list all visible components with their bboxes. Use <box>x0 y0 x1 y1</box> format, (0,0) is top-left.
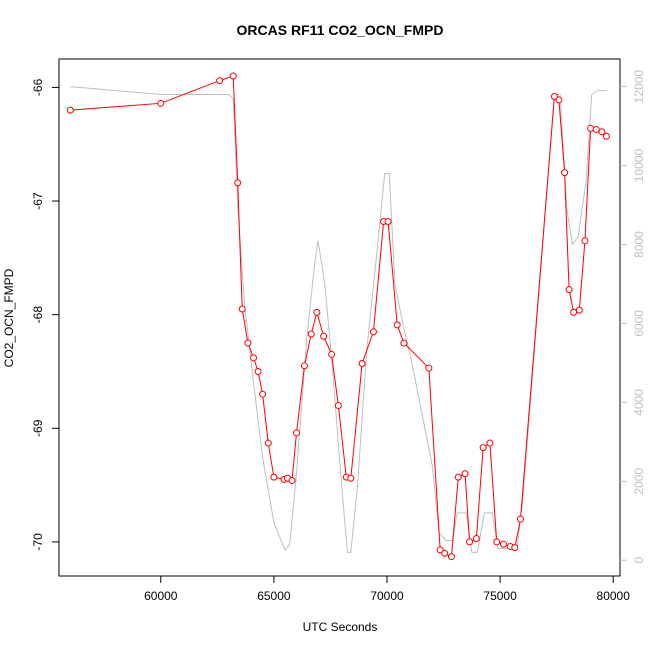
red-data-point <box>587 124 595 132</box>
x-tick-label: 75000 <box>483 589 517 603</box>
red-data-point <box>288 477 296 485</box>
red-data-point <box>581 237 589 245</box>
red-data-point <box>602 132 610 140</box>
plot-frame <box>58 58 621 577</box>
red-data-point <box>598 128 606 136</box>
red-data-point <box>493 538 501 546</box>
red-data-point <box>313 308 321 316</box>
red-data-point <box>250 354 258 362</box>
y2-tick-label: 12000 <box>632 70 646 104</box>
series-red-line <box>66 72 610 561</box>
red-series-path <box>70 75 607 558</box>
red-data-point <box>254 367 262 375</box>
red-data-point <box>259 390 267 398</box>
gray-series-path <box>70 86 607 553</box>
red-data-point <box>369 328 377 336</box>
red-data-point <box>472 535 480 543</box>
red-data-point <box>575 306 583 314</box>
y2-tick-label: 4000 <box>632 389 646 416</box>
red-data-point <box>393 321 401 329</box>
chart-title: ORCAS RF11 CO2_OCN_FMPD <box>237 22 444 38</box>
red-data-point <box>328 350 336 358</box>
red-data-point <box>293 429 301 437</box>
red-data-point <box>270 473 278 481</box>
red-data-point <box>358 360 366 368</box>
red-data-point <box>347 474 355 482</box>
red-data-point <box>425 364 433 372</box>
axes-ticks: 60000 65000 70000 75000 80000-66-67-68-69-70… <box>31 70 646 603</box>
red-data-point <box>561 169 569 177</box>
y-tick-label: -68 <box>31 306 45 324</box>
red-data-point <box>500 540 508 548</box>
red-data-point <box>264 439 272 447</box>
y2-tick-label: 6000 <box>632 310 646 337</box>
x-tick-label: 65000 <box>257 589 291 603</box>
y2-tick-label: 8000 <box>632 231 646 258</box>
red-data-point <box>436 546 444 554</box>
red-data-point <box>516 515 524 523</box>
red-data-point <box>384 217 392 225</box>
y-tick-label: -67 <box>31 192 45 210</box>
red-data-point <box>244 339 252 347</box>
red-data-point <box>441 549 449 557</box>
x-tick-label: 60000 <box>144 589 178 603</box>
red-data-point <box>555 96 563 104</box>
y2-tick-label: 2000 <box>632 468 646 495</box>
x-axis-label: UTC Seconds <box>303 620 378 634</box>
red-data-point <box>300 362 308 370</box>
red-data-point <box>216 77 224 85</box>
red-data-point <box>565 286 573 294</box>
red-data-point <box>447 553 455 561</box>
red-data-point <box>66 106 74 114</box>
red-data-point <box>320 332 328 340</box>
red-data-point <box>570 308 578 316</box>
red-data-point <box>229 72 237 80</box>
red-data-point <box>461 470 469 478</box>
red-data-point <box>334 402 342 410</box>
red-data-point <box>307 330 315 338</box>
red-data-point <box>157 99 165 107</box>
y-axis-label: CO2_OCN_FMPD <box>2 268 16 367</box>
y-tick-label: -66 <box>31 78 45 96</box>
red-data-point <box>486 439 494 447</box>
red-data-point <box>550 92 558 100</box>
red-data-point <box>238 305 246 313</box>
red-data-point <box>234 179 242 187</box>
y-tick-label: -70 <box>31 533 45 551</box>
series-gray-line <box>70 86 607 553</box>
y2-tick-label: 10000 <box>632 149 646 183</box>
red-data-point <box>479 444 487 452</box>
y2-tick-label: 0 <box>632 557 646 564</box>
x-tick-label: 70000 <box>370 589 404 603</box>
red-data-point <box>592 125 600 133</box>
red-data-point <box>511 544 519 552</box>
x-tick-label: 80000 <box>597 589 631 603</box>
red-data-point <box>454 473 462 481</box>
red-data-point <box>466 538 474 546</box>
red-data-point <box>400 339 408 347</box>
y-tick-label: -69 <box>31 419 45 437</box>
